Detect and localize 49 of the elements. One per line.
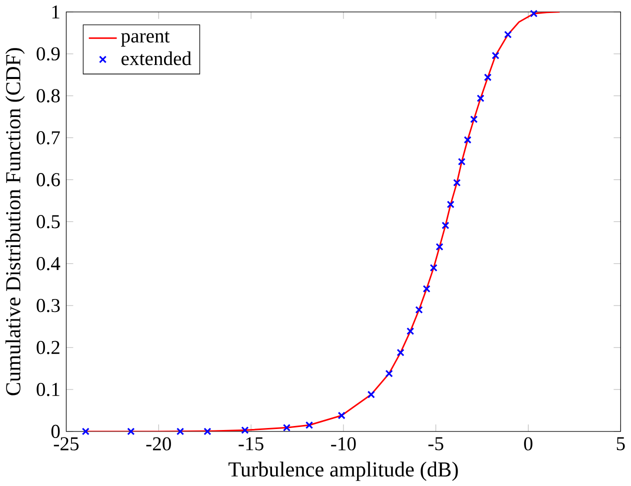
y-tick-label: 0.8 [36, 88, 60, 102]
y-tick-label: 0.1 [36, 382, 60, 396]
y-tick-label: 0 [51, 424, 60, 438]
point [430, 264, 438, 272]
y-tick-label: 0.9 [36, 47, 60, 60]
point [453, 178, 461, 186]
point [476, 94, 484, 102]
point [484, 73, 492, 82]
y-tick-label: 0.5 [36, 214, 60, 228]
point [282, 424, 291, 432]
point [305, 421, 314, 429]
point [415, 306, 423, 314]
point [406, 327, 414, 335]
y-tick-label: 1 [52, 5, 60, 18]
y-tick-label: 0.7 [36, 130, 60, 144]
x-axis-title: Turbulence amplitude (dB) [228, 461, 458, 481]
point [446, 200, 454, 208]
point [492, 52, 500, 60]
x-tick-label: -15 [238, 437, 264, 450]
x-tick-label: -5 [428, 437, 444, 450]
point [396, 348, 404, 356]
point [241, 426, 249, 434]
point [436, 242, 444, 250]
point [442, 221, 450, 230]
y-tick-label: 0.3 [36, 298, 60, 312]
point [530, 10, 538, 18]
legend-label: parent [121, 31, 170, 46]
x-tick-label: -10 [331, 437, 356, 450]
y-tick-label: 0.4 [36, 256, 60, 270]
point [176, 427, 184, 436]
point [127, 427, 135, 436]
point [204, 427, 212, 436]
point [82, 427, 90, 436]
x-tick-label: -20 [146, 437, 171, 450]
x-tick-label: -25 [54, 437, 79, 450]
y-tick-label: 0.6 [36, 172, 60, 186]
x-tick-label: 5 [616, 437, 625, 450]
point [470, 115, 478, 123]
point [464, 136, 472, 144]
y-tick-label: 0.2 [36, 340, 60, 354]
legend-label: extended [122, 51, 192, 66]
point [504, 30, 512, 38]
point [458, 158, 466, 166]
x-tick-label: 0 [524, 437, 532, 450]
point [338, 411, 346, 420]
point [367, 390, 375, 398]
point [422, 284, 430, 292]
y-axis-title: Cumulative Distribution Function (CDF) [5, 48, 25, 396]
point [385, 370, 393, 378]
